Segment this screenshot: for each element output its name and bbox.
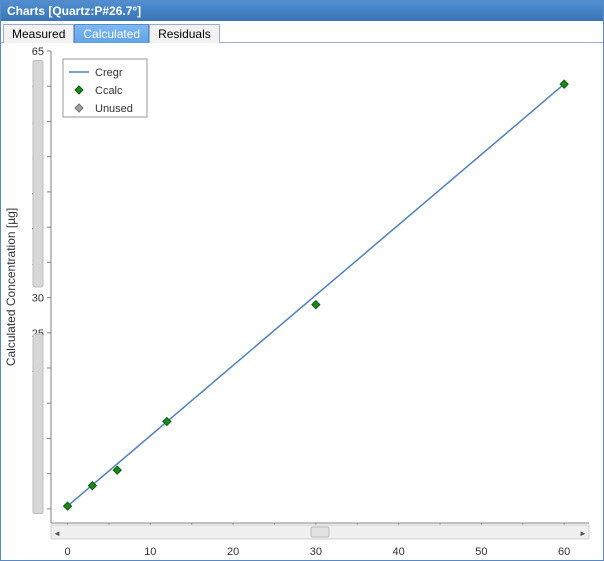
legend-label: Ccalc <box>95 85 123 97</box>
h-scroll-left-icon[interactable]: ◄ <box>53 529 61 538</box>
x-tick-label: 30 <box>310 546 322 558</box>
chart-container: 051015202530354045505560650102030405060S… <box>1 43 603 560</box>
panel-title: Charts [Quartz:P#26.7°] <box>1 1 603 21</box>
x-tick-label: 10 <box>144 546 156 558</box>
x-tick-label: 60 <box>558 546 570 558</box>
y-tick-label: 30 <box>32 293 44 305</box>
h-scroll-right-icon[interactable]: ► <box>579 529 587 538</box>
charts-panel: Charts [Quartz:P#26.7°] MeasuredCalculat… <box>0 0 604 561</box>
tab-calculated[interactable]: Calculated <box>74 24 149 43</box>
h-scroll-thumb[interactable] <box>311 527 329 537</box>
v-scroll-thumb[interactable] <box>33 334 43 513</box>
x-tick-label: 0 <box>64 546 70 558</box>
x-tick-label: 40 <box>393 546 405 558</box>
y-tick-label: 65 <box>32 46 44 58</box>
tab-residuals[interactable]: Residuals <box>149 24 220 43</box>
x-tick-label: 20 <box>227 546 239 558</box>
tab-strip: MeasuredCalculatedResiduals <box>1 21 603 43</box>
calibration-chart: 051015202530354045505560650102030405060S… <box>1 43 603 560</box>
y-axis-label: Calculated Concentration [µg] <box>4 208 18 366</box>
legend-label: Unused <box>95 103 133 115</box>
x-tick-label: 50 <box>475 546 487 558</box>
tab-measured[interactable]: Measured <box>3 24 74 43</box>
v-scroll-thumb[interactable] <box>33 60 43 287</box>
legend-label: Cregr <box>95 67 123 79</box>
